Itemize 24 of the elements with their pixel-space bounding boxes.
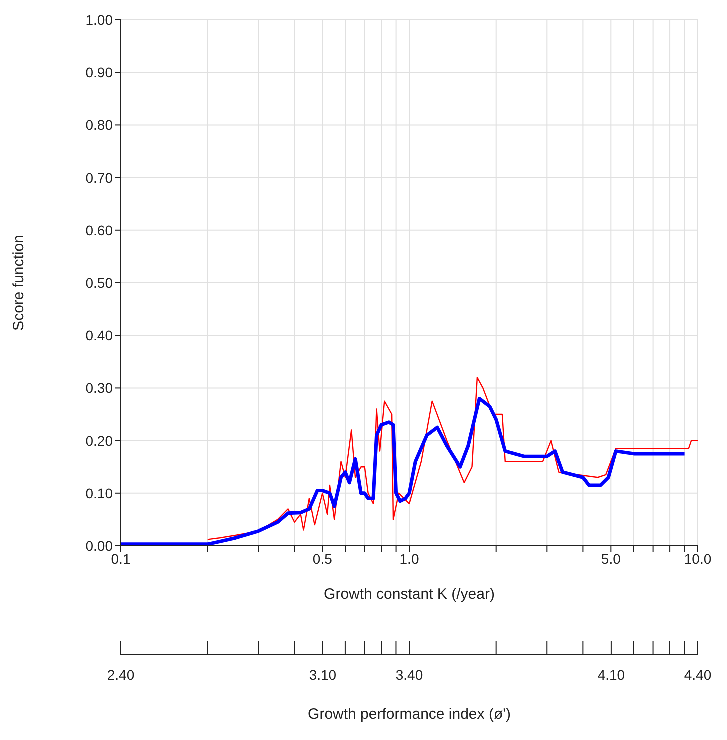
x2-tick-label: 4.10 [598, 667, 626, 683]
y-tick-label: 0.10 [86, 485, 114, 502]
x2-axis-title: Growth performance index (ø') [308, 706, 511, 723]
x-tick-label: 10.0 [684, 550, 712, 567]
y-tick-label: 0.40 [86, 328, 114, 344]
y-tick-label: 0.30 [86, 380, 114, 396]
x-axis-title: Growth constant K (/year) [324, 586, 495, 603]
y-tick-label: 0.60 [86, 222, 114, 238]
x-tick-label: 5.0 [601, 550, 622, 567]
x2-tick-label: 4.40 [684, 667, 712, 683]
y-tick-label: 0.90 [86, 64, 114, 81]
x2-tick-label: 3.40 [396, 667, 424, 683]
y-tick-label: 0.80 [86, 117, 114, 134]
y-tick-label: 0.50 [86, 274, 114, 291]
x2-tick-label: 3.10 [309, 667, 337, 683]
y-tick-label: 1.00 [86, 12, 114, 28]
y-tick-label: 0.70 [86, 170, 114, 186]
x-tick-label: 0.5 [312, 550, 333, 567]
y-tick-label: 0.20 [86, 432, 114, 449]
x-tick-label: 0.1 [111, 550, 131, 567]
x2-tick-label: 2.40 [107, 667, 135, 683]
y-axis-title: Score function [10, 235, 28, 331]
x-tick-label: 1.0 [400, 550, 420, 567]
y-tick-label: 0.00 [86, 538, 114, 554]
